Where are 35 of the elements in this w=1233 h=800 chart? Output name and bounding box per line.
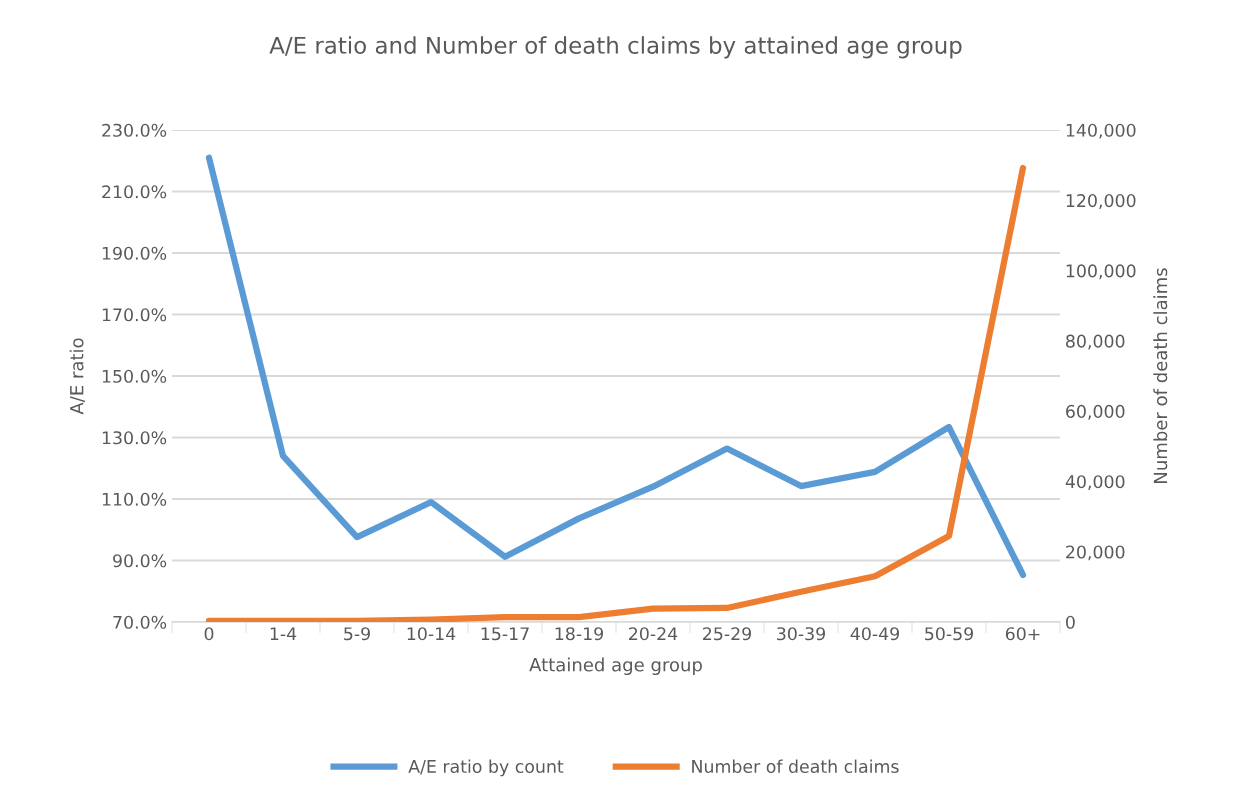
x-tick-label: 18-19 <box>555 627 603 641</box>
y2-tick-label: 120,000 <box>1066 194 1136 209</box>
x-tick-label: 50-59 <box>925 627 973 641</box>
x-tick-label: 30-39 <box>777 627 825 641</box>
x-tick-label: 60+ <box>1005 627 1040 641</box>
y2-tick-label: 40,000 <box>1065 475 1125 491</box>
legend-label: A/E ratio by count <box>408 759 564 777</box>
chart-title: A/E ratio and Number of death claims by attained age group <box>269 36 962 59</box>
y2-axis-title: Number of death claims <box>1153 268 1168 483</box>
y-tick-label: 210.0% <box>102 185 167 199</box>
y2-tick-label: 100,000 <box>1066 264 1136 280</box>
x-tick-label: 40-49 <box>850 627 899 641</box>
x-tick-label: 10-14 <box>407 627 456 641</box>
y-axis-title: A/E ratio <box>69 338 85 415</box>
x-tick-label: 15-17 <box>481 627 529 641</box>
y-tick-label: 230.0% <box>102 123 167 137</box>
y-tick-label: 90.0% <box>113 554 167 568</box>
y-tick-label: 190.0% <box>102 246 167 260</box>
y-tick-label: 150.0% <box>102 369 167 383</box>
y2-tick-label: 60,000 <box>1066 404 1125 420</box>
y2-tick-label: 0 <box>1066 615 1075 629</box>
y-tick-label: 110.0% <box>102 492 167 506</box>
x-tick-label: 5-9 <box>344 627 370 641</box>
legend-label: Number of death claims <box>692 759 899 774</box>
x-tick-label: 1-4 <box>270 627 297 641</box>
y-tick-label: 70.0% <box>113 615 167 629</box>
x-tick-label: 25-29 <box>703 627 751 641</box>
y2-tick-label: 140,000 <box>1066 123 1136 139</box>
x-axis-title: Attained age group <box>529 657 702 676</box>
x-tick-label: 0 <box>204 627 214 641</box>
y2-tick-label: 80,000 <box>1066 334 1125 350</box>
y-tick-label: 130.0% <box>102 431 167 445</box>
y2-tick-label: 20,000 <box>1066 545 1125 561</box>
y-tick-label: 170.0% <box>102 308 167 322</box>
x-tick-label: 20-24 <box>629 627 678 641</box>
